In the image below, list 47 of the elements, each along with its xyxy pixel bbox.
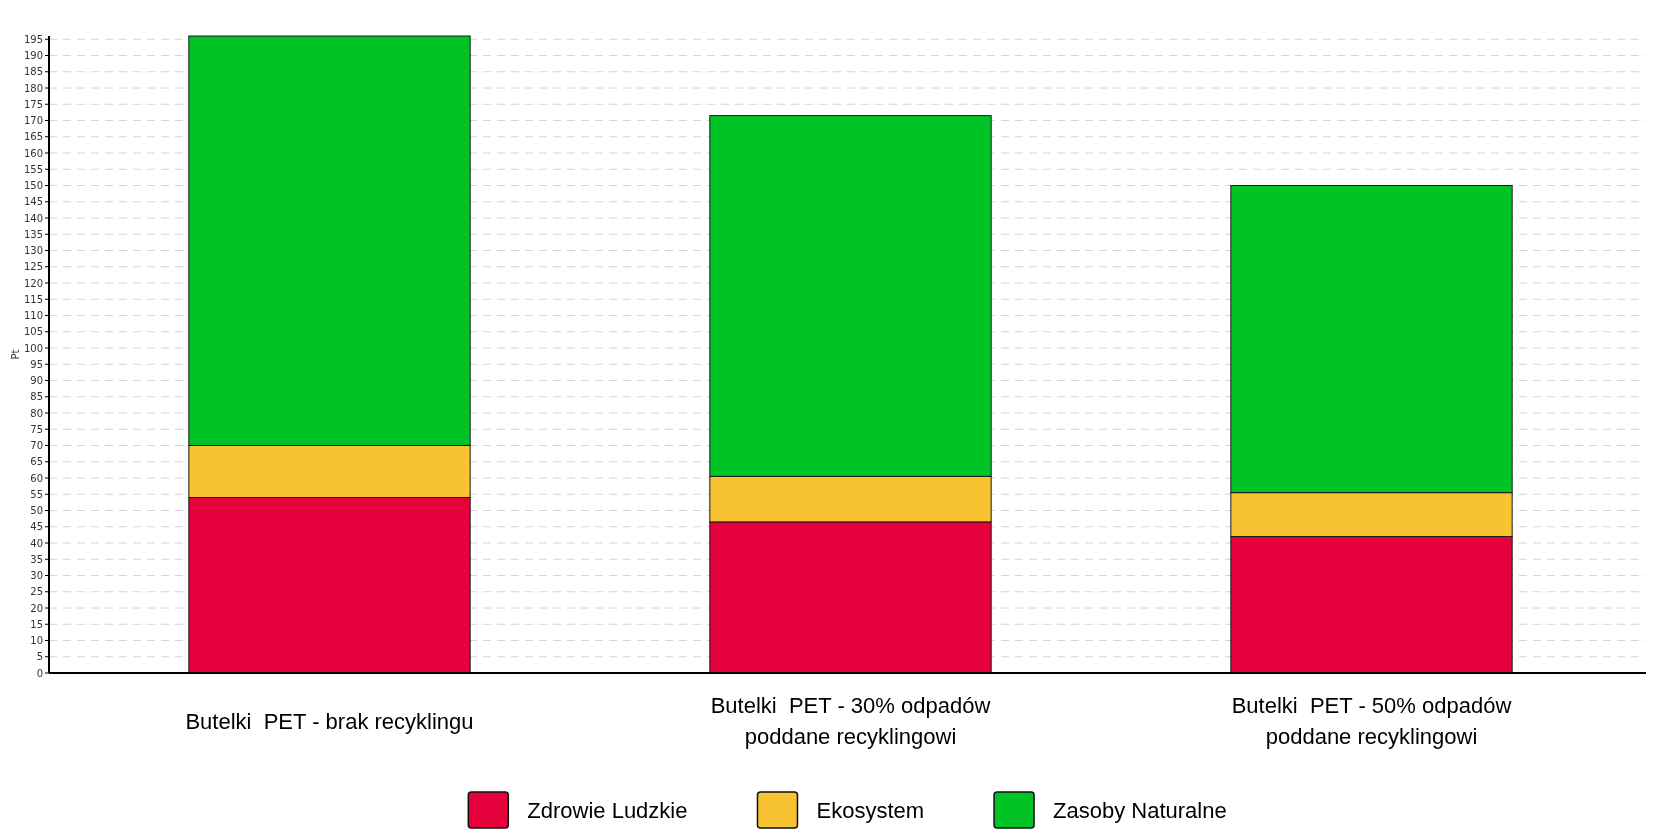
legend-label: Ekosystem	[816, 797, 925, 823]
y-tick-label: 125	[23, 261, 43, 273]
x-tick-label: Butelki PET - brak recyklingu	[185, 708, 474, 734]
y-axis-title: Pt	[9, 349, 21, 360]
legend-label: Zdrowie Ludzkie	[527, 797, 688, 823]
y-tick-label: 45	[30, 521, 43, 533]
y-tick-label: 0	[36, 667, 43, 679]
x-tick-label: Butelki PET - 30% odpadów poddane recyklingowi	[710, 693, 991, 749]
y-tick-label: 195	[23, 33, 43, 45]
y-tick-label: 5	[36, 651, 43, 663]
y-tick-label: 15	[30, 618, 43, 630]
y-tick-label: 25	[30, 586, 43, 598]
y-tick-label: 175	[23, 98, 43, 110]
y-tick-label: 80	[30, 407, 43, 419]
y-tick-label: 150	[23, 180, 43, 191]
y-tick-label: 40	[30, 537, 43, 549]
y-tick-label: 50	[30, 505, 43, 516]
y-tick-label: 35	[30, 553, 43, 565]
y-tick-label: 75	[30, 423, 43, 435]
y-tick-label: 65	[30, 456, 43, 468]
y-tick-label: 145	[23, 196, 43, 208]
y-tick-label: 155	[23, 163, 43, 175]
y-tick-label: 130	[23, 245, 43, 256]
y-tick-label: 120	[23, 277, 43, 289]
y-tick-label: 90	[30, 375, 43, 386]
y-tick-label: 55	[30, 488, 43, 500]
y-tick-label: 60	[30, 472, 43, 484]
y-tick-label: 110	[23, 310, 43, 321]
y-tick-label: 105	[23, 326, 43, 338]
y-tick-label: 115	[23, 293, 43, 305]
legend-label: Zasoby Naturalne	[1053, 797, 1227, 823]
y-tick-label: 30	[30, 570, 43, 581]
y-tick-label: 165	[23, 131, 43, 143]
y-tick-label: 85	[30, 391, 43, 403]
y-tick-label: 190	[23, 50, 43, 61]
y-tick-label: 170	[23, 115, 43, 126]
y-tick-label: 10	[30, 635, 43, 646]
y-tick-label: 140	[23, 212, 43, 224]
y-tick-label: 70	[30, 440, 43, 451]
y-tick-label: 180	[23, 82, 43, 94]
y-tick-label: 100	[23, 342, 43, 354]
x-tick-label: Butelki PET - 50% odpadów poddane recyklingowi	[1231, 693, 1512, 749]
y-tick-label: 135	[23, 228, 43, 240]
y-tick-label: 185	[23, 66, 43, 78]
y-tick-label: 20	[30, 602, 43, 614]
y-tick-label: 95	[30, 358, 43, 370]
y-tick-label: 160	[23, 147, 43, 159]
